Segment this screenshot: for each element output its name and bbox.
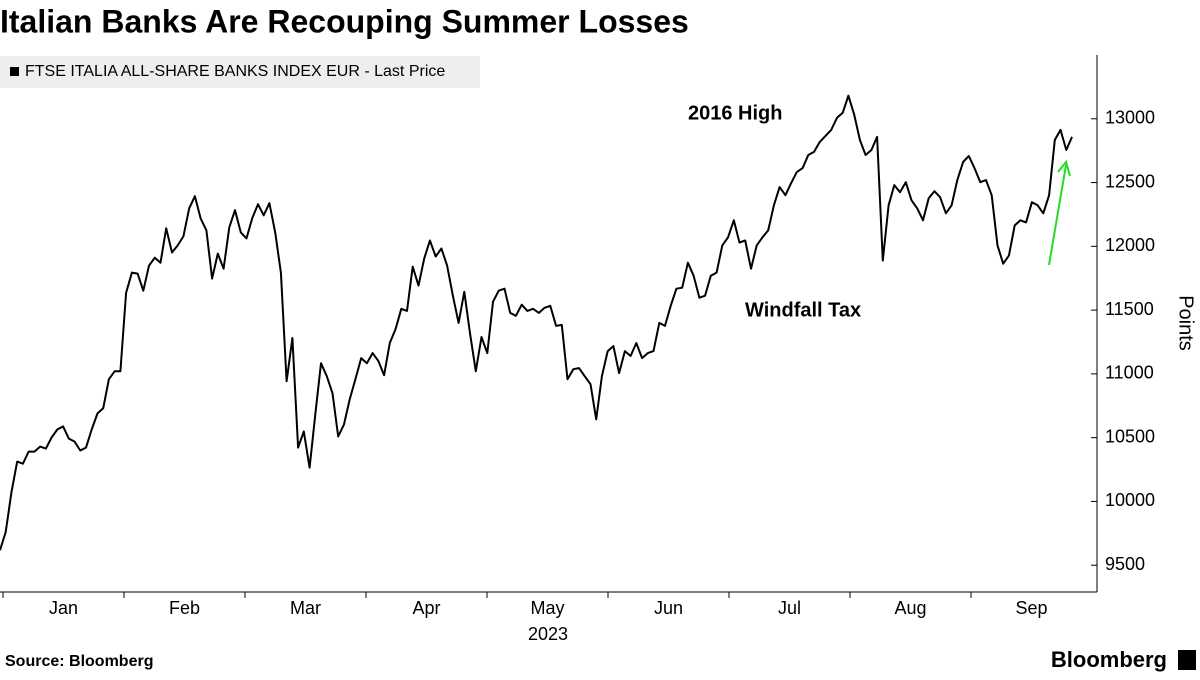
y-tick-label: 13000 (1105, 108, 1155, 128)
legend-label: FTSE ITALIA ALL-SHARE BANKS INDEX EUR - … (25, 63, 445, 80)
y-tick-label: 11500 (1105, 299, 1154, 319)
x-tick-label: Jan (49, 598, 78, 618)
arrow (1048, 159, 1071, 266)
y-tick-label: 10500 (1105, 426, 1155, 446)
x-axis-label: 2023 (528, 624, 568, 644)
y-tick-label: 12500 (1105, 171, 1155, 191)
y-tick-label: 9500 (1105, 554, 1145, 574)
x-tick-label: May (530, 598, 564, 618)
annotation: Windfall Tax (745, 299, 861, 321)
x-tick-label: Aug (894, 598, 926, 618)
price-line (0, 94, 1073, 551)
x-tick-label: Sep (1015, 598, 1047, 618)
chart-title: Italian Banks Are Recouping Summer Losse… (0, 3, 689, 39)
y-tick-label: 11000 (1105, 363, 1154, 383)
legend-box (0, 56, 480, 88)
source: Source: Bloomberg (5, 653, 153, 670)
x-tick-label: Feb (169, 598, 200, 618)
brand: Bloomberg (1051, 647, 1167, 672)
x-tick-label: Apr (412, 598, 440, 618)
y-tick-label: 12000 (1105, 235, 1155, 255)
x-tick-label: Mar (290, 598, 321, 618)
legend-swatch (10, 67, 19, 76)
y-tick-label: 10000 (1105, 490, 1155, 510)
x-tick-label: Jun (654, 598, 683, 618)
x-tick-label: Jul (778, 598, 801, 618)
y-axis-label: Points (1175, 295, 1197, 351)
annotation: 2016 High (688, 102, 782, 124)
brand-icon (1178, 650, 1196, 670)
